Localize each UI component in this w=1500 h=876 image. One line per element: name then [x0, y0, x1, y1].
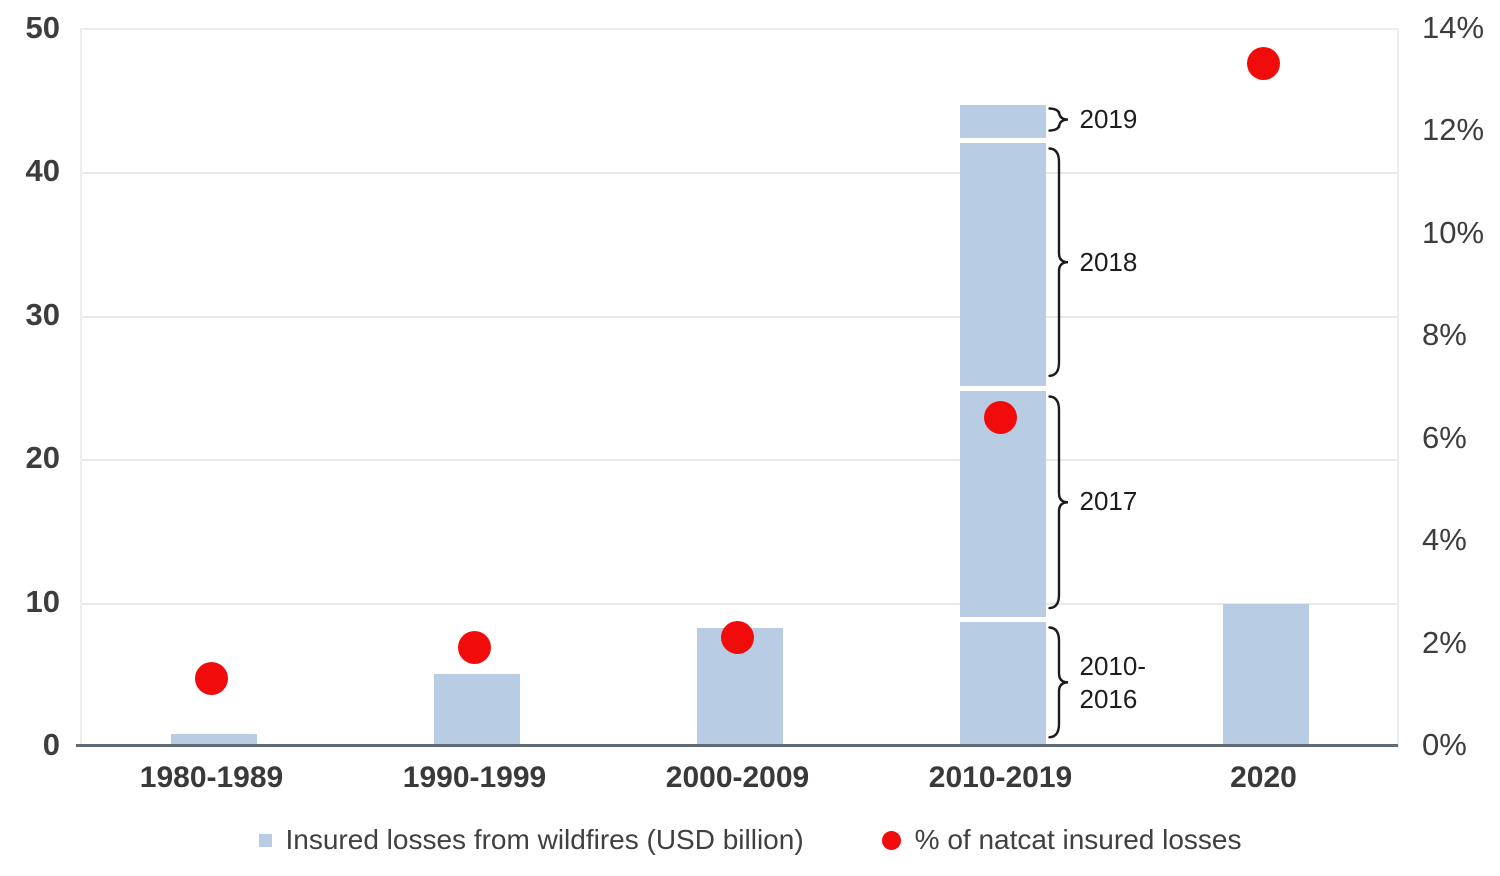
legend-label-insured-losses: Insured losses from wildfires (USD billi…: [285, 824, 804, 855]
brace-label-2019: 2019: [1079, 104, 1138, 135]
bar-2020: [1222, 603, 1309, 747]
gridline-20: [82, 459, 1397, 462]
chart-legend: Insured losses from wildfires (USD billi…: [0, 820, 1500, 860]
left-axis-tick-40: 40: [25, 153, 60, 189]
x-axis-line: [76, 744, 1398, 747]
bar-1990-1999: [433, 673, 520, 747]
brace-label-2018: 2018: [1079, 246, 1138, 277]
left-axis-tick-0: 0: [42, 727, 60, 762]
right-axis-tick-6%: 6%: [1422, 419, 1467, 455]
bar-segment-2010-2016: [959, 622, 1046, 747]
brace-2018: [1047, 147, 1068, 378]
x-axis-label-1990-1999: 1990-1999: [402, 761, 547, 794]
left-axis-tick-10: 10: [25, 583, 60, 619]
gridline-30: [82, 315, 1397, 318]
data-point-dot-2000-2009: [721, 620, 754, 654]
left-axis-tick-50: 50: [25, 10, 60, 45]
left-axis-tick-20: 20: [25, 440, 60, 476]
right-axis-tick-10%: 10%: [1422, 214, 1485, 250]
brace-2019: [1047, 107, 1068, 133]
x-axis-label-2000-2009: 2000-2009: [665, 761, 810, 794]
right-axis-tick-4%: 4%: [1422, 522, 1467, 558]
gridline-40: [82, 172, 1397, 175]
dot-series-legend-marker: [881, 830, 901, 850]
brace-2017: [1047, 394, 1068, 609]
data-point-dot-1980-1989: [195, 661, 228, 695]
legend-label-natcat-percent: % of natcat insured losses: [914, 824, 1242, 855]
right-axis-tick-2%: 2%: [1422, 624, 1467, 660]
x-axis-label-1980-1989: 1980-1989: [139, 761, 284, 794]
brace-label-2010-2016: 2010-2016: [1079, 650, 1147, 714]
right-axis-tick-12%: 12%: [1422, 112, 1485, 148]
brace-2010-2016: [1047, 626, 1068, 739]
x-axis-label-2010-2019: 2010-2019: [928, 761, 1073, 794]
gridline-10: [82, 602, 1397, 605]
bar-segment-2018: [959, 143, 1046, 386]
data-point-dot-2020: [1247, 47, 1280, 81]
bar-segment-2019: [959, 105, 1046, 139]
right-axis-tick-8%: 8%: [1422, 317, 1467, 353]
brace-label-2017: 2017: [1079, 486, 1138, 517]
x-axis-label-2020: 2020: [1230, 761, 1297, 794]
data-point-dot-1990-1999: [458, 631, 491, 665]
left-axis-tick-30: 30: [25, 296, 60, 332]
right-axis-tick-0%: 0%: [1422, 727, 1467, 762]
right-axis-tick-14%: 14%: [1422, 10, 1485, 45]
data-point-dot-2010-2019: [984, 400, 1017, 434]
bar-1980-1989: [170, 734, 257, 747]
legend-item-natcat-percent: % of natcat insured losses: [881, 824, 1242, 856]
legend-item-insured-losses: Insured losses from wildfires (USD billi…: [258, 824, 804, 856]
bar-series-legend-marker: [258, 833, 272, 847]
